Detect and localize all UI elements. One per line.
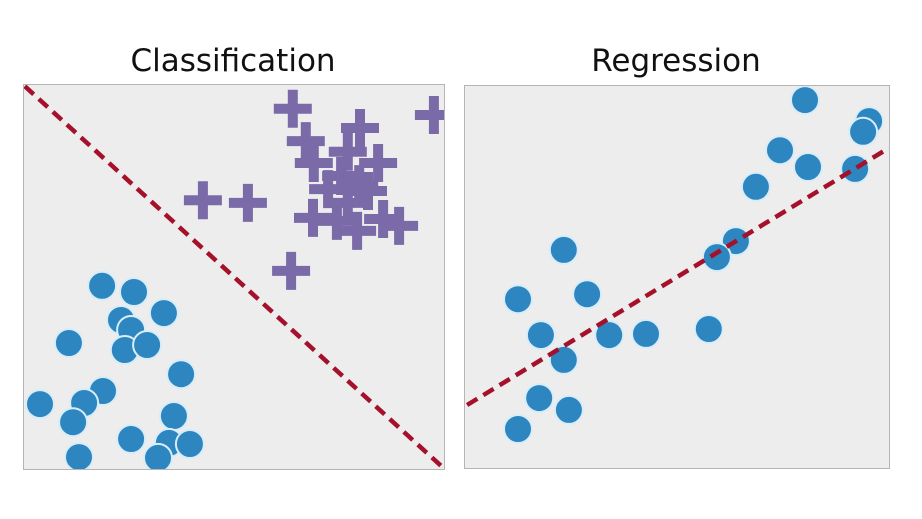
plus-marker	[328, 183, 367, 222]
plus-marker	[328, 132, 367, 171]
regression-plot	[464, 85, 890, 469]
fit-line	[465, 145, 889, 407]
circle-marker	[119, 277, 149, 307]
circle-marker	[525, 320, 556, 351]
circle-marker	[132, 330, 163, 360]
circle-marker	[524, 383, 555, 414]
plus-marker	[286, 122, 325, 161]
plus-marker	[349, 172, 387, 210]
plus-marker	[183, 181, 222, 220]
circle-marker	[553, 394, 584, 425]
plus-marker	[414, 96, 444, 134]
classification-plot	[23, 84, 445, 470]
plus-marker	[364, 200, 403, 238]
plus-marker	[294, 144, 333, 182]
plus-marker	[338, 211, 377, 250]
plus-marker	[380, 206, 419, 245]
plus-marker	[294, 198, 332, 237]
plus-marker	[322, 157, 361, 195]
circle-marker	[158, 401, 189, 431]
circle-marker	[701, 242, 732, 273]
classification-title: Classification	[130, 43, 336, 79]
plus-marker	[317, 201, 356, 240]
circle-marker	[58, 407, 89, 438]
circle-marker	[594, 320, 625, 351]
circle-marker	[166, 359, 197, 390]
circle-marker	[87, 270, 118, 301]
circle-marker	[693, 314, 724, 344]
plus-marker	[273, 89, 312, 128]
circle-marker	[790, 86, 820, 116]
circle-marker	[116, 424, 147, 454]
plus-marker	[340, 165, 379, 204]
plus-marker	[341, 109, 379, 147]
circle-marker	[793, 152, 823, 182]
circle-marker	[174, 429, 205, 459]
circle-marker	[548, 234, 579, 265]
circle-marker	[848, 116, 879, 147]
plus-marker	[228, 183, 267, 222]
circle-marker	[25, 389, 55, 420]
plus-marker	[272, 251, 311, 290]
circle-marker	[740, 171, 771, 202]
circle-marker	[840, 153, 871, 184]
circle-marker	[765, 135, 795, 166]
circle-marker	[631, 318, 661, 349]
circle-marker	[148, 298, 179, 329]
circle-marker	[143, 442, 173, 469]
circle-marker	[503, 414, 533, 444]
circle-marker	[572, 279, 603, 310]
plus-marker	[309, 170, 348, 209]
plus-marker	[359, 144, 398, 182]
circle-marker	[53, 328, 84, 358]
circle-marker	[64, 442, 94, 469]
circle-marker	[503, 284, 533, 315]
regression-title: Regression	[591, 43, 761, 79]
